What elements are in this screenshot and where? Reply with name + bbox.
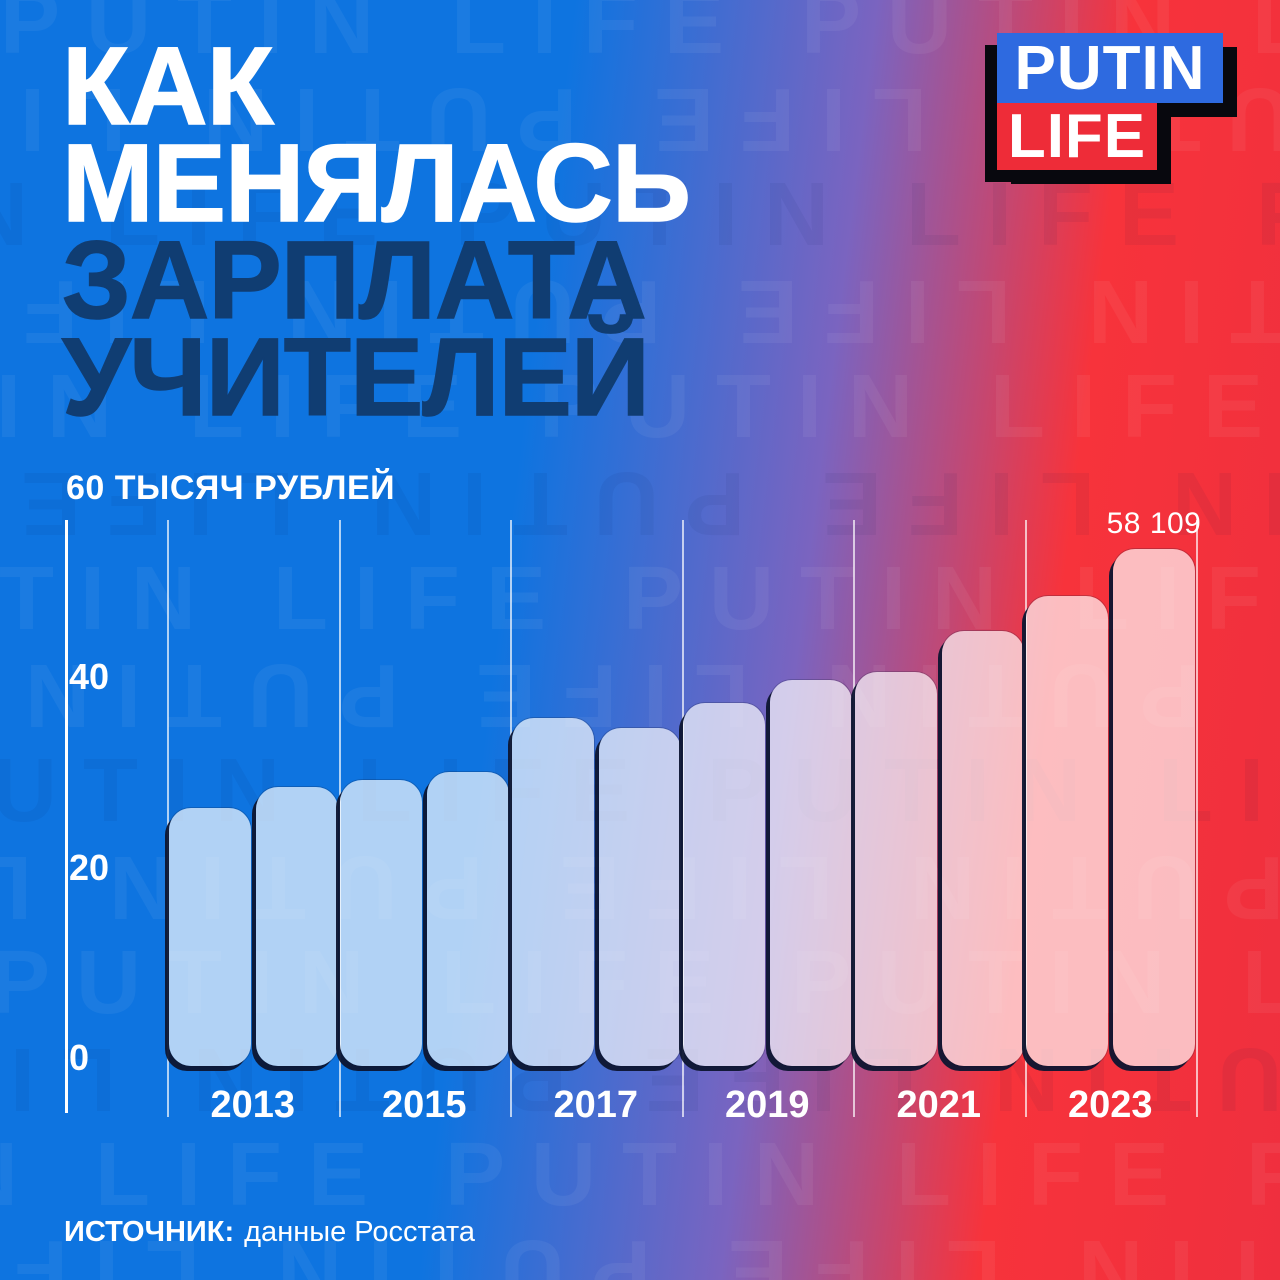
x-tick-label: 2021: [896, 1084, 982, 1126]
source-line: ИСТОЧНИК: данные Росстата: [64, 1216, 475, 1249]
x-tick-label: 2013: [210, 1084, 296, 1126]
bar-2015: [427, 772, 509, 1066]
logo-putin-block: PUTIN: [997, 33, 1223, 103]
bar-2018: [683, 703, 765, 1066]
bar-2012: [168, 808, 251, 1066]
gridline: [853, 520, 855, 1117]
x-tick-label: 2019: [724, 1084, 810, 1126]
bar-2019: [770, 680, 852, 1066]
gridline: [167, 520, 169, 1117]
title-line: УЧИТЕЛЕЙ: [61, 316, 650, 439]
logo-life-text: LIFE: [1007, 102, 1147, 171]
bar-2020: [854, 672, 937, 1066]
bar-2021: [941, 631, 1024, 1066]
source-label: ИСТОЧНИК:: [64, 1216, 235, 1248]
bar-2014: [340, 780, 422, 1066]
bar-2016: [511, 718, 594, 1066]
bar-2013: [255, 787, 338, 1066]
title-line: ЗАРПЛАТА: [61, 219, 647, 342]
putin-life-logo: PUTIN LIFE: [997, 33, 1223, 171]
title-line: КАК: [61, 25, 274, 148]
bar-2017: [598, 728, 681, 1066]
bar-value-label: 58 109: [1106, 507, 1202, 540]
gridline: [1024, 520, 1027, 1117]
bar-2022: [1026, 596, 1108, 1066]
gridline: [1196, 520, 1198, 1117]
y-tick-label: 40: [69, 656, 110, 697]
x-tick-label: 2015: [381, 1084, 467, 1126]
title-line: МЕНЯЛАСЬ: [61, 122, 691, 245]
gridline: [681, 520, 684, 1117]
source-value: данные Росстата: [244, 1216, 475, 1248]
page-title: КАК МЕНЯЛАСЬ ЗАРПЛАТА УЧИТЕЛЕЙ: [61, 25, 691, 439]
logo-life-block: LIFE: [997, 102, 1157, 171]
y-axis-title: 60 ТЫСЯЧ РУБЛЕЙ: [66, 469, 396, 507]
gridline: [510, 520, 512, 1117]
y-tick-label: 0: [69, 1037, 90, 1078]
bar-2023: [1113, 549, 1195, 1066]
x-tick-label: 2023: [1067, 1084, 1153, 1126]
watermark-row: PUTIN LIFE PUTIN LIFE PUTIN LIFE PUTIN L…: [0, 1125, 1280, 1225]
x-tick-label: 2017: [553, 1084, 639, 1126]
logo-putin-text: PUTIN: [1014, 33, 1206, 103]
y-tick-label: 20: [69, 846, 110, 888]
y-axis-line: [65, 520, 68, 1113]
gridline: [338, 520, 341, 1117]
